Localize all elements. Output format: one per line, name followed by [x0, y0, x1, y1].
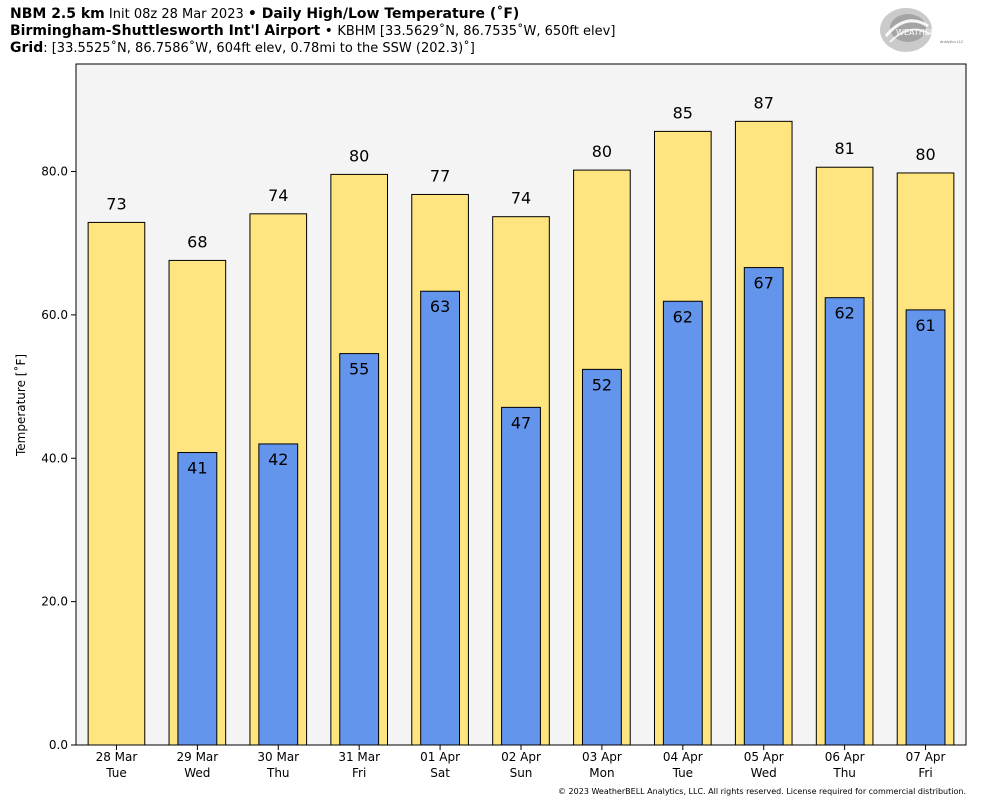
- high-value-label: 81: [834, 139, 854, 158]
- high-value-label: 74: [268, 186, 288, 205]
- low-bar: [824, 297, 865, 746]
- y-tick-label: 20.0: [41, 595, 68, 609]
- low-bar: [743, 267, 784, 746]
- high-value-label: 73: [106, 194, 126, 213]
- low-value-label: 52: [592, 375, 612, 394]
- high-value-label: 80: [592, 142, 612, 161]
- init-time: Init 08z 28 Mar 2023: [104, 7, 248, 22]
- low-bar: [420, 290, 461, 746]
- high-value-label: 87: [754, 93, 774, 112]
- chart-header: NBM 2.5 km Init 08z 28 Mar 2023 • Daily …: [10, 6, 615, 57]
- low-value-label: 62: [834, 304, 854, 323]
- x-tick-day: Sun: [510, 766, 533, 780]
- x-tick-date: 01 Apr: [420, 750, 460, 764]
- x-tick-date: 05 Apr: [744, 750, 784, 764]
- low-value-label: 42: [268, 450, 288, 469]
- y-tick-label: 40.0: [41, 451, 68, 465]
- y-tick-label: 80.0: [41, 165, 68, 179]
- bars-group: [87, 120, 955, 746]
- x-tick-date: 04 Apr: [663, 750, 703, 764]
- low-bar: [177, 452, 218, 746]
- x-tick-date: 07 Apr: [906, 750, 946, 764]
- low-bar: [339, 353, 380, 746]
- x-axis: 28 Mar Tue 29 Mar Wed 30 Mar Thu 31 Mar Fri 01 A…: [96, 745, 946, 780]
- low-bar: [905, 309, 946, 746]
- grid-label: Grid: [10, 40, 44, 56]
- high-value-label: 68: [187, 232, 207, 251]
- high-value-label: 85: [673, 103, 693, 122]
- low-bar: [258, 443, 299, 746]
- station-name: Birmingham-Shuttlesworth Int'l Airport: [10, 23, 321, 39]
- header-line-1: NBM 2.5 km Init 08z 28 Mar 2023 • Daily …: [10, 6, 615, 23]
- low-bar: [662, 300, 703, 746]
- weatherbell-logo: WEATHER BELL Analytics LLC: [880, 8, 964, 52]
- x-tick-date: 30 Mar: [257, 750, 299, 764]
- y-axis: 0.0 20.0 40.0 60.0 80.0: [41, 165, 76, 752]
- header-line-2: Birmingham-Shuttlesworth Int'l Airport •…: [10, 23, 615, 40]
- y-axis-label: Temperature [˚F]: [13, 354, 28, 457]
- x-tick-day: Fri: [352, 766, 366, 780]
- low-value-label: 63: [430, 297, 450, 316]
- grid-info: : [33.5525˚N, 86.7586˚W, 604ft elev, 0.7…: [43, 41, 475, 56]
- low-value-label: 62: [673, 307, 693, 326]
- y-tick-label: 0.0: [49, 738, 68, 752]
- x-tick-date: 31 Mar: [338, 750, 380, 764]
- low-bar: [581, 368, 622, 746]
- x-tick-date: 06 Apr: [825, 750, 865, 764]
- x-tick-day: Mon: [589, 766, 614, 780]
- x-tick-day: Sat: [430, 766, 450, 780]
- chart-title: Daily High/Low Temperature (˚F): [256, 6, 520, 22]
- x-tick-day: Wed: [751, 766, 777, 780]
- low-value-label: 55: [349, 360, 369, 379]
- logo-text-b: BELL: [936, 27, 961, 38]
- header-line-3: Grid: [33.5525˚N, 86.7586˚W, 604ft elev,…: [10, 40, 615, 57]
- x-tick-day: Tue: [672, 766, 694, 780]
- low-value-label: 67: [754, 274, 774, 293]
- logo-text-a: WEATHER: [896, 28, 936, 37]
- model-name: NBM 2.5 km: [10, 6, 105, 22]
- value-labels-group: 73 68 41 74 42 80 55 77 63 74 47 80 52 85 62 87 67 81 62 80…: [106, 93, 935, 477]
- x-tick-day: Tue: [105, 766, 127, 780]
- low-value-label: 47: [511, 413, 531, 432]
- high-value-label: 74: [511, 189, 531, 208]
- high-value-label: 77: [430, 166, 450, 185]
- x-tick-date: 29 Mar: [176, 750, 218, 764]
- x-tick-day: Thu: [266, 766, 290, 780]
- low-value-label: 41: [187, 459, 207, 478]
- high-value-label: 80: [915, 145, 935, 164]
- logo-text-c: Analytics LLC: [940, 40, 964, 44]
- high-bar: [87, 221, 146, 746]
- high-value-label: 80: [349, 146, 369, 165]
- copyright-footer: © 2023 WeatherBELL Analytics, LLC. All r…: [558, 787, 966, 796]
- y-tick-label: 60.0: [41, 308, 68, 322]
- low-value-label: 61: [915, 316, 935, 335]
- x-tick-day: Thu: [832, 766, 856, 780]
- x-tick-date: 28 Mar: [96, 750, 138, 764]
- x-tick-date: 02 Apr: [501, 750, 541, 764]
- header-separator: •: [247, 6, 257, 22]
- x-tick-date: 03 Apr: [582, 750, 622, 764]
- station-separator: •: [320, 23, 338, 39]
- x-tick-day: Fri: [918, 766, 932, 780]
- low-bar: [501, 406, 541, 746]
- station-info: KBHM [33.5629˚N, 86.7535˚W, 650ft elev]: [337, 24, 616, 39]
- x-tick-day: Wed: [184, 766, 210, 780]
